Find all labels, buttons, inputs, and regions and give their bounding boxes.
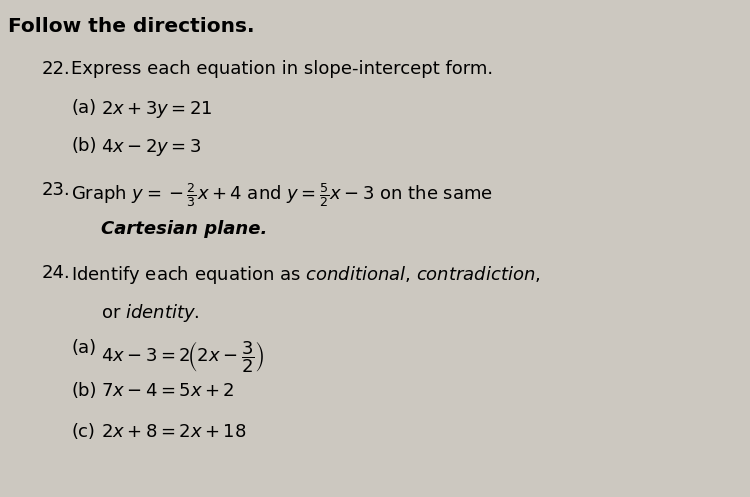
Text: (c): (c) bbox=[71, 423, 95, 441]
Text: or $\it{identity}$.: or $\it{identity}$. bbox=[101, 302, 200, 324]
Text: (a): (a) bbox=[71, 339, 96, 357]
Text: Cartesian plane.: Cartesian plane. bbox=[101, 220, 268, 238]
Text: (a): (a) bbox=[71, 99, 96, 117]
Text: (b): (b) bbox=[71, 137, 97, 155]
Text: 24.: 24. bbox=[41, 264, 70, 282]
Text: 23.: 23. bbox=[41, 181, 70, 199]
Text: 22.: 22. bbox=[41, 60, 70, 78]
Text: Identify each equation as $\it{conditional}$, $\it{contradiction}$,: Identify each equation as $\it{condition… bbox=[71, 264, 541, 286]
Text: Follow the directions.: Follow the directions. bbox=[8, 17, 254, 36]
Text: Graph $y=-\frac{2}{3}x+4$ and $y=\frac{5}{2}x-3$ on the same: Graph $y=-\frac{2}{3}x+4$ and $y=\frac{5… bbox=[71, 181, 494, 209]
Text: $2x+8=2x+18$: $2x+8=2x+18$ bbox=[101, 423, 247, 441]
Text: $4x-3=2\!\left(2x-\dfrac{3}{2}\right)$: $4x-3=2\!\left(2x-\dfrac{3}{2}\right)$ bbox=[101, 339, 265, 375]
Text: $2x+3y=21$: $2x+3y=21$ bbox=[101, 99, 213, 120]
Text: $4x-2y=3$: $4x-2y=3$ bbox=[101, 137, 202, 158]
Text: (b): (b) bbox=[71, 382, 97, 400]
Text: $7x-4=5x+2$: $7x-4=5x+2$ bbox=[101, 382, 235, 400]
Text: Express each equation in slope-intercept form.: Express each equation in slope-intercept… bbox=[71, 60, 494, 78]
